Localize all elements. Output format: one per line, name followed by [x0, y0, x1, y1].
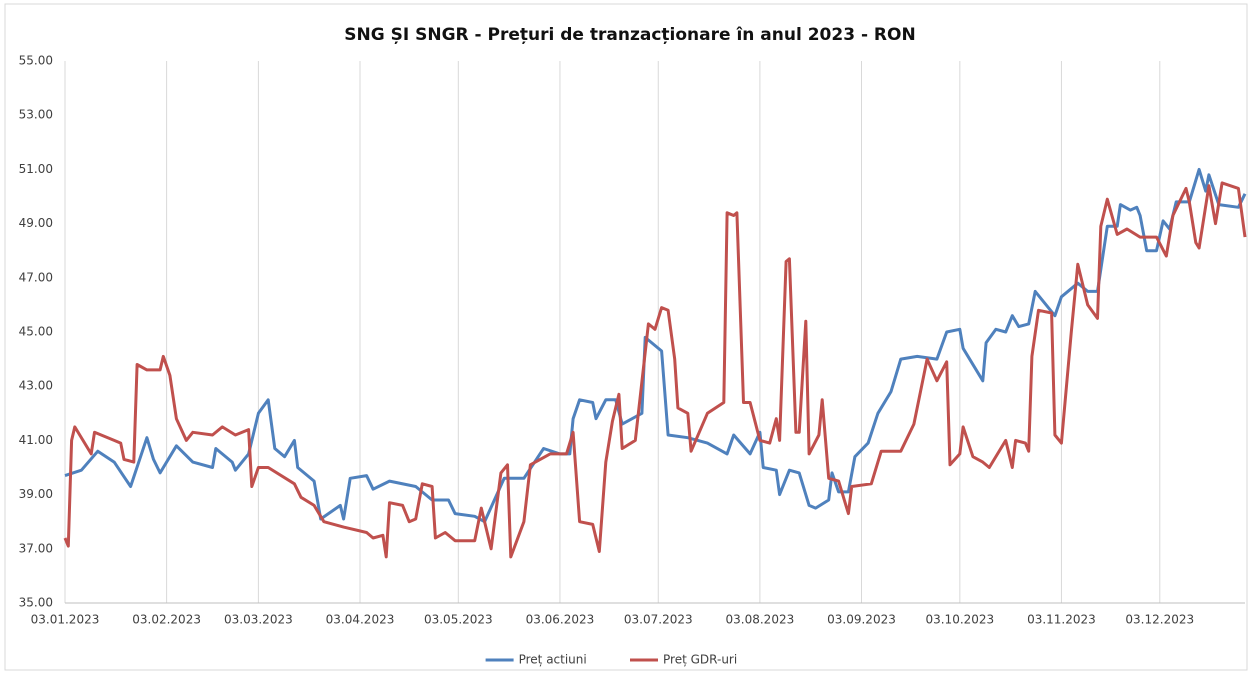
x-tick-label: 03.08.2023 — [726, 613, 795, 627]
legend-label: Preț actiuni — [519, 653, 587, 667]
y-tick-label: 47.00 — [19, 270, 53, 284]
x-tick-label: 03.01.2023 — [31, 613, 100, 627]
y-tick-label: 41.00 — [19, 433, 53, 447]
y-tick-label: 49.00 — [19, 216, 53, 230]
x-tick-label: 03.04.2023 — [326, 613, 395, 627]
x-tick-label: 03.05.2023 — [424, 613, 493, 627]
x-tick-label: 03.09.2023 — [827, 613, 896, 627]
x-tick-label: 03.12.2023 — [1125, 613, 1194, 627]
chart-title: SNG ȘI SNGR - Prețuri de tranzacționare … — [344, 25, 915, 45]
y-tick-label: 35.00 — [19, 596, 53, 610]
x-tick-label: 03.03.2023 — [224, 613, 293, 627]
y-tick-label: 55.00 — [19, 54, 53, 68]
x-tick-label: 03.10.2023 — [925, 613, 994, 627]
x-tick-label: 03.06.2023 — [526, 613, 595, 627]
x-tick-label: 03.07.2023 — [624, 613, 693, 627]
y-tick-label: 53.00 — [19, 108, 53, 122]
x-tick-label: 03.11.2023 — [1027, 613, 1096, 627]
series-line — [63, 181, 1247, 559]
y-tick-label: 37.00 — [19, 541, 53, 555]
x-tick-label: 03.02.2023 — [132, 613, 201, 627]
y-tick-label: 43.00 — [19, 379, 53, 393]
legend-label: Preț GDR-uri — [663, 653, 737, 667]
y-tick-label: 51.00 — [19, 162, 53, 176]
y-tick-label: 45.00 — [19, 325, 53, 339]
chart-frame — [4, 3, 1248, 671]
y-tick-label: 39.00 — [19, 487, 53, 501]
